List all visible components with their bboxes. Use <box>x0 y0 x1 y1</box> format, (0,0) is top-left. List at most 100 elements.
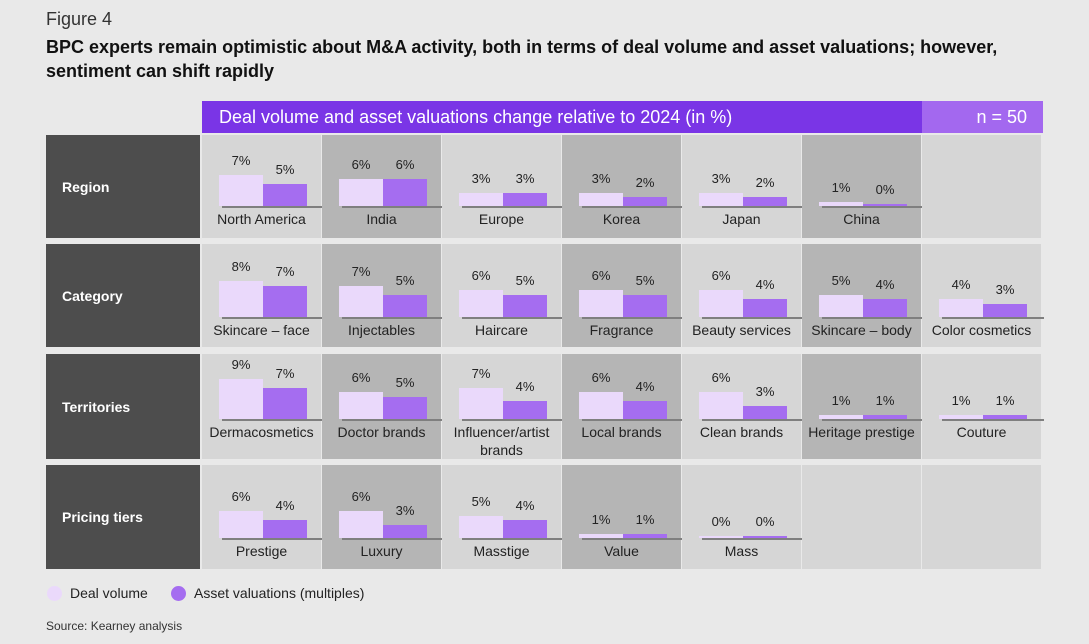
data-label-deal: 7% <box>231 152 251 168</box>
bar-deal <box>699 536 743 538</box>
category-label: Japan <box>722 211 761 227</box>
category-label: China <box>843 211 880 227</box>
data-label-deal: 1% <box>831 179 851 195</box>
category-cell: 1% 0% China <box>802 135 924 238</box>
bar-asset <box>383 396 427 419</box>
baseline-axis <box>702 419 804 421</box>
category-label: Masstige <box>473 543 530 559</box>
category-cell: 3% 2% Japan <box>682 135 804 238</box>
bar-asset <box>623 294 667 317</box>
bar-deal <box>819 201 863 206</box>
category-label: India <box>366 211 397 227</box>
category-cell: 6% 3% Luxury <box>322 465 444 569</box>
data-label-deal: 1% <box>831 392 851 408</box>
data-label-asset: 4% <box>515 498 535 513</box>
baseline-axis <box>462 317 564 319</box>
data-label-asset: 7% <box>275 365 295 381</box>
row-label-text: Category <box>62 287 123 304</box>
data-label-deal: 8% <box>231 259 251 274</box>
baseline-axis <box>822 206 924 208</box>
category-label: Injectables <box>348 322 415 338</box>
bar-deal <box>579 192 623 206</box>
bar-asset <box>623 533 667 538</box>
category-cell: 5% 4% Masstige <box>442 465 564 569</box>
data-label-deal: 1% <box>591 511 611 527</box>
category-cell: 3% 2% Korea <box>562 135 684 238</box>
baseline-axis <box>822 317 924 319</box>
data-label-asset: 4% <box>875 277 895 292</box>
bar-asset <box>863 414 907 419</box>
data-label-asset: 3% <box>515 170 535 186</box>
category-cell: 6% 5% Haircare <box>442 244 564 347</box>
category-label: Beauty services <box>692 322 791 338</box>
bar-asset <box>983 303 1027 317</box>
data-label-asset: 4% <box>755 277 775 292</box>
data-label-deal: 9% <box>231 356 251 372</box>
category-cell: 6% 6% India <box>322 135 444 238</box>
bar-deal <box>459 387 503 419</box>
data-label-asset: 0% <box>755 514 775 529</box>
bar-deal <box>699 290 743 317</box>
category-cell: 0% 0% Mass <box>682 465 804 569</box>
data-label-asset: 0% <box>875 182 895 197</box>
data-label-deal: 5% <box>471 493 491 509</box>
chart-header-text: Deal volume and asset valuations change … <box>219 107 733 127</box>
baseline-axis <box>462 419 564 421</box>
bar-asset <box>743 536 787 538</box>
data-label-deal: 6% <box>591 268 611 283</box>
data-label-asset: 3% <box>755 383 775 399</box>
sample-size-text: n = 50 <box>976 107 1027 127</box>
bar-deal <box>699 392 743 419</box>
bar-deal <box>459 192 503 206</box>
category-cell: 1% 1% Value <box>562 465 684 569</box>
category-cell: 6% 5% Fragrance <box>562 244 684 347</box>
row-label-text: Pricing tiers <box>62 509 143 525</box>
bar-deal <box>339 511 383 538</box>
data-label-deal: 4% <box>951 277 971 292</box>
baseline-axis <box>342 206 444 208</box>
figure-label: Figure 4 <box>46 9 113 29</box>
data-label-asset: 4% <box>635 379 655 394</box>
data-label-asset: 1% <box>875 392 895 408</box>
category-cell: 8% 7% Skincare – face <box>202 244 324 347</box>
bar-asset <box>623 401 667 419</box>
bar-asset <box>263 520 307 538</box>
baseline-axis <box>342 419 444 421</box>
bar-asset <box>503 294 547 317</box>
data-label-asset: 5% <box>515 272 535 288</box>
data-label-deal: 6% <box>351 157 371 172</box>
chart-title: BPC experts remain optimistic about M&A … <box>46 37 998 81</box>
bar-deal <box>219 174 263 206</box>
data-label-deal: 6% <box>231 489 251 504</box>
category-label: Influencer/artist brands <box>453 424 550 458</box>
category-cell: 6% 4% Beauty services <box>682 244 804 347</box>
bar-deal <box>579 290 623 317</box>
data-label-deal: 3% <box>591 170 611 186</box>
data-label-deal: 6% <box>471 268 491 283</box>
baseline-axis <box>342 317 444 319</box>
data-label-asset: 5% <box>275 161 295 177</box>
baseline-axis <box>582 317 684 319</box>
category-label: Local brands <box>581 424 662 440</box>
category-label: Clean brands <box>699 424 784 440</box>
legend-asset-swatch <box>171 586 186 601</box>
baseline-axis <box>702 538 804 540</box>
bar-deal <box>819 294 863 317</box>
legend-asset-label: Asset valuations (multiples) <box>194 585 365 601</box>
bar-asset <box>263 183 307 206</box>
data-label-deal: 3% <box>471 170 491 186</box>
category-label: Color cosmetics <box>931 322 1032 338</box>
data-label-asset: 4% <box>275 498 295 513</box>
row-label-text: Territories <box>62 398 131 415</box>
category-cell: 3% 3% Europe <box>442 135 564 238</box>
bar-deal <box>339 179 383 206</box>
category-cell: 1% 1% Couture <box>922 354 1044 459</box>
bar-asset <box>743 299 787 317</box>
bar-deal <box>339 392 383 419</box>
category-label: Europe <box>478 211 525 227</box>
baseline-axis <box>462 206 564 208</box>
baseline-axis <box>222 206 324 208</box>
row-label-0: Region <box>46 135 200 238</box>
category-cell: 7% 4% Influencer/artist brands <box>442 354 564 459</box>
row-label-2: Territories <box>46 354 200 459</box>
